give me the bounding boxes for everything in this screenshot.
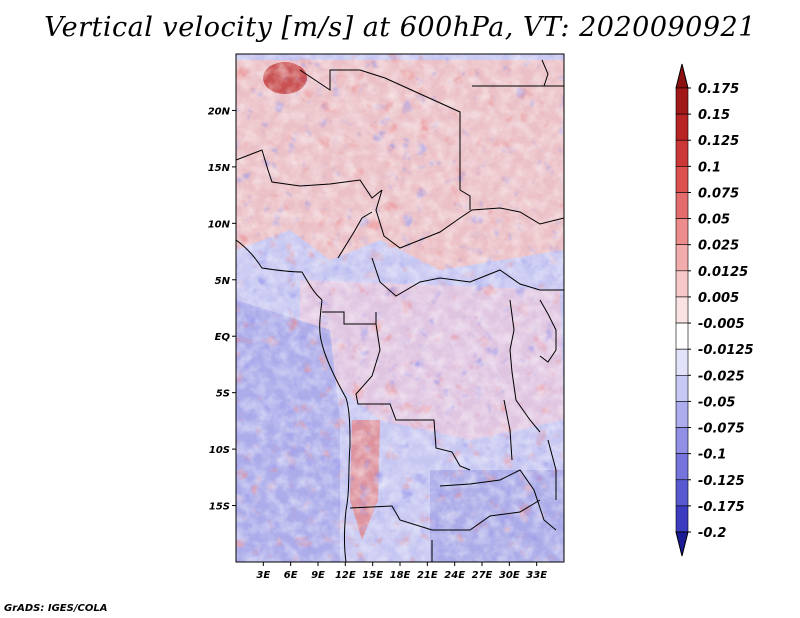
lat-tick-label: 20N — [208, 106, 231, 117]
colorbar-segment — [675, 87, 689, 115]
lon-tick-label: 24E — [444, 570, 465, 581]
border-atlantic-coast — [319, 299, 351, 562]
colorbar-segment — [675, 348, 689, 376]
colorbar-label: -0.005 — [698, 317, 745, 332]
lat-tick-label: 15S — [209, 502, 230, 513]
border-niger-nigeria — [236, 149, 383, 199]
colorbar-label: -0.025 — [698, 369, 745, 384]
grads-credit: GrADS: IGES/COLA — [4, 603, 108, 614]
colorbar-segment — [675, 479, 689, 507]
colorbar-segment — [675, 166, 689, 193]
colorbar-label: -0.175 — [698, 500, 745, 515]
colorbar-segment — [675, 270, 689, 298]
colorbar-label: -0.0125 — [698, 343, 754, 358]
colorbar-segment — [675, 401, 689, 428]
lat-tick-label: 10N — [208, 219, 231, 230]
colorbar-label: 0.1 — [698, 160, 721, 175]
border-zambia-zimbabwe — [439, 469, 557, 531]
lon-tick-label: 27E — [472, 570, 493, 581]
border-chad-car-sudan — [375, 189, 564, 249]
velocity-field — [236, 54, 564, 562]
border-namibia-zambia — [349, 499, 541, 531]
colorbar-label: 0.15 — [698, 108, 730, 123]
lon-tick-label: 33E — [526, 570, 547, 581]
colorbar-label: -0.2 — [698, 526, 726, 541]
colorbar-label: -0.075 — [698, 422, 745, 437]
border-sudan-west — [459, 189, 471, 210]
lat-tick-label: 5S — [216, 389, 230, 400]
colorbar-label: -0.1 — [698, 448, 726, 463]
lat-tick-label: EQ — [215, 332, 231, 343]
border-lake-tanganyika — [503, 399, 513, 461]
border-nile-delta — [541, 59, 549, 87]
lat-tick-label: 15N — [208, 163, 231, 174]
border-car-drc — [371, 257, 564, 297]
colorbar-segment — [675, 139, 689, 167]
lon-tick-label: 18E — [390, 570, 411, 581]
lon-tick-label: 6E — [284, 570, 298, 581]
colorbar-segment — [675, 296, 689, 324]
colorbar-label: 0.0125 — [698, 265, 748, 280]
lon-tick-label: 12E — [335, 570, 356, 581]
figure-title: Vertical velocity [m/s] at 600hPa, VT: 2… — [44, 12, 756, 43]
lon-tick-label: 3E — [256, 570, 270, 581]
colorbar-label: -0.125 — [698, 474, 745, 489]
border-gulf-of-guinea — [236, 239, 323, 301]
field-white-texture — [236, 54, 564, 562]
border-drc-angola — [355, 323, 471, 471]
colorbar-segment — [675, 505, 689, 533]
longitude-axis: 3E 6E 9E 12E 15E 18E 21E 24E 27E 30E 33E — [256, 562, 547, 581]
colorbar-label: 0.175 — [698, 82, 739, 97]
colorbar-label: 0.005 — [698, 291, 739, 306]
colorbar-segment — [675, 453, 689, 481]
colorbar-segment — [675, 192, 689, 219]
colorbar-label: 0.05 — [698, 213, 730, 228]
colorbar-segment — [675, 322, 689, 350]
borders — [236, 59, 564, 562]
colorbar-bottom-arrow — [675, 531, 689, 557]
border-lake-malawi — [547, 439, 557, 500]
colorbar-segment — [675, 113, 689, 141]
colorbar-segment — [675, 374, 689, 402]
colorbar-label: 0.075 — [698, 186, 739, 201]
colorbar: 0.175 0.15 0.125 0.1 0.075 0.05 0.025 0.0125 0.0… — [675, 63, 754, 557]
border-cameroon-nigeria — [337, 211, 373, 259]
lon-tick-label: 9E — [311, 570, 325, 581]
colorbar-segment — [675, 218, 689, 246]
lat-tick-label: 5N — [215, 276, 231, 287]
colorbar-label: -0.05 — [698, 395, 735, 410]
border-drc-east — [509, 299, 541, 433]
lon-tick-label: 21E — [417, 570, 438, 581]
colorbar-label: 0.125 — [698, 134, 739, 149]
lon-tick-label: 30E — [499, 570, 520, 581]
lon-tick-label: 15E — [362, 570, 383, 581]
latitude-axis: 20N 15N 10N 5N EQ 5S 10S 15S — [208, 106, 236, 513]
lat-tick-label: 10S — [209, 445, 230, 456]
border-lake-victoria — [539, 299, 557, 363]
colorbar-label: 0.025 — [698, 239, 739, 254]
colorbar-top-arrow — [675, 63, 689, 89]
border-gabon-congo — [322, 311, 377, 325]
border-libya-chad — [299, 69, 461, 190]
colorbar-segment — [675, 244, 689, 272]
colorbar-segment — [675, 427, 689, 454]
